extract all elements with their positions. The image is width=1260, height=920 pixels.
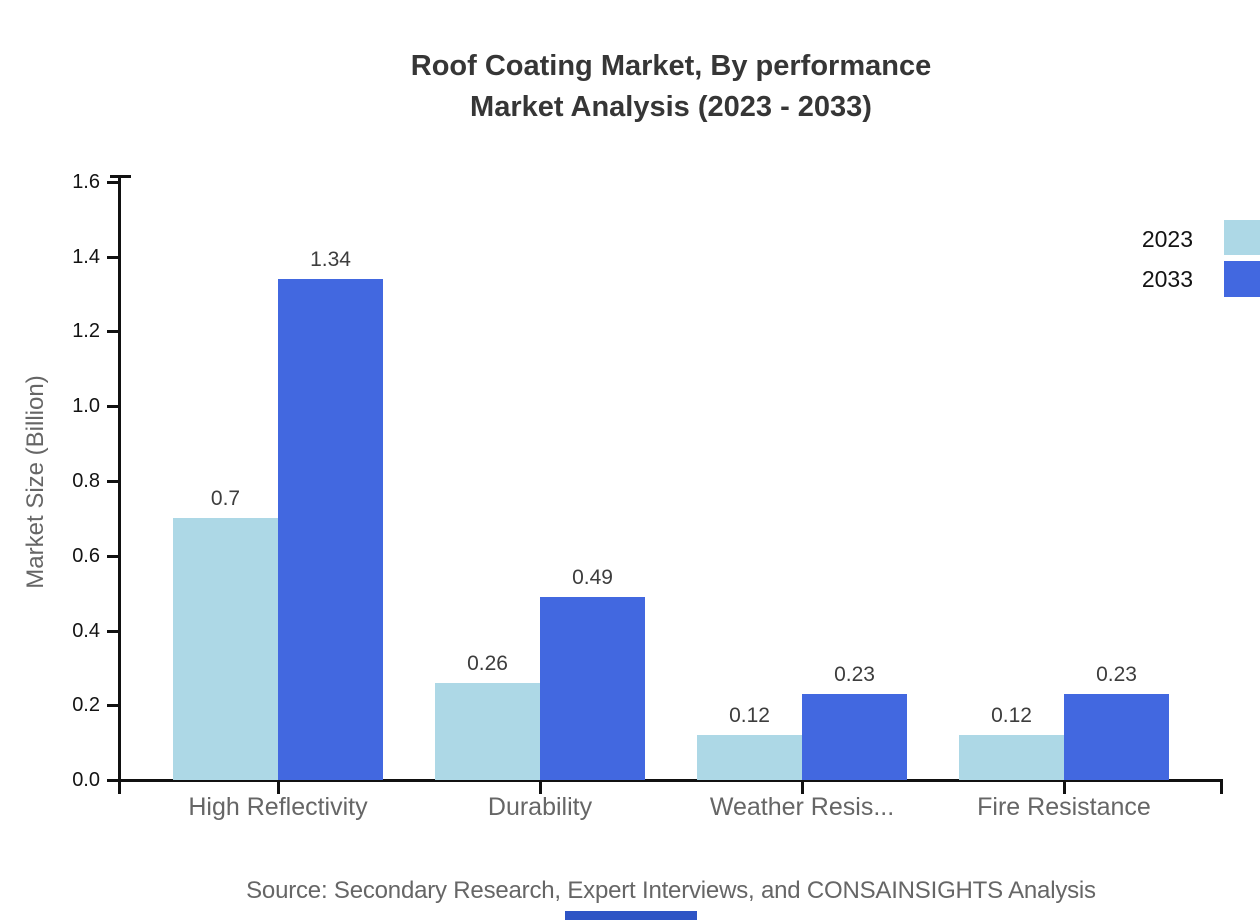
x-tick-mark bbox=[800, 780, 804, 794]
bottom-watermark-strip bbox=[565, 911, 697, 920]
y-tick-mark bbox=[107, 630, 119, 633]
bar-2033-high-reflectivity bbox=[278, 279, 383, 780]
value-label-2023-fire-resistance: 0.12 bbox=[991, 704, 1032, 727]
chart-title: Roof Coating Market, By performance Mark… bbox=[120, 46, 1222, 128]
category-label-fire-resistance: Fire Resistance bbox=[977, 793, 1151, 821]
value-label-2033-weather-resis: 0.23 bbox=[834, 663, 875, 686]
value-label-2033-fire-resistance: 0.23 bbox=[1096, 663, 1137, 686]
category-label-durability: Durability bbox=[487, 793, 593, 821]
value-label-2023-weather-resis: 0.12 bbox=[729, 704, 770, 727]
y-axis-top-cap bbox=[110, 175, 131, 178]
x-axis-end-tick bbox=[1220, 779, 1223, 794]
y-tick-mark bbox=[107, 256, 119, 259]
chart-title-line1: Roof Coating Market, By performance bbox=[410, 50, 932, 82]
category-label-weather-resis: Weather Resis... bbox=[709, 793, 895, 821]
legend-label-2023: 2023 bbox=[1141, 226, 1193, 252]
x-tick-mark bbox=[1062, 780, 1066, 794]
y-tick-label: 0.4 bbox=[72, 620, 100, 642]
value-label-2033-durability: 0.49 bbox=[572, 566, 613, 589]
x-axis-line bbox=[118, 779, 1223, 782]
source-text: Source: Secondary Research, Expert Inter… bbox=[246, 877, 1096, 904]
y-axis-line bbox=[118, 175, 121, 794]
value-label-2023-durability: 0.26 bbox=[467, 652, 508, 675]
y-tick-mark bbox=[107, 181, 119, 184]
y-tick-mark bbox=[107, 779, 119, 782]
y-tick-label: 0.2 bbox=[72, 694, 100, 716]
legend-swatch-2023 bbox=[1224, 220, 1260, 255]
chart-title-line2: Market Analysis (2023 - 2033) bbox=[470, 91, 872, 123]
bar-2023-weather-resis bbox=[697, 735, 802, 780]
y-tick-label: 1.6 bbox=[72, 171, 100, 193]
y-tick-label: 1.2 bbox=[72, 320, 100, 342]
category-label-high-reflectivity: High Reflectivity bbox=[188, 793, 368, 821]
y-tick-mark bbox=[107, 555, 119, 558]
value-label-2033-high-reflectivity: 1.34 bbox=[310, 248, 351, 271]
y-tick-label: 1.0 bbox=[72, 395, 100, 417]
bar-2023-high-reflectivity bbox=[173, 518, 278, 780]
bar-2023-durability bbox=[435, 683, 540, 780]
y-tick-label: 0.0 bbox=[72, 769, 100, 791]
y-tick-label: 1.4 bbox=[72, 246, 100, 268]
x-tick-mark bbox=[538, 780, 542, 794]
y-tick-mark bbox=[107, 480, 119, 483]
x-tick-mark bbox=[276, 780, 280, 794]
bar-2033-durability bbox=[540, 597, 645, 780]
y-tick-mark bbox=[107, 405, 119, 408]
y-tick-mark bbox=[107, 330, 119, 333]
bar-2023-fire-resistance bbox=[959, 735, 1064, 780]
value-label-2023-high-reflectivity: 0.7 bbox=[210, 487, 241, 510]
y-tick-label: 0.6 bbox=[72, 545, 100, 567]
y-tick-label: 0.8 bbox=[72, 470, 100, 492]
bar-2033-weather-resis bbox=[802, 694, 907, 780]
legend-swatch-2033 bbox=[1224, 261, 1260, 297]
bar-2033-fire-resistance bbox=[1064, 694, 1169, 780]
y-tick-mark bbox=[107, 704, 119, 707]
legend-label-2033: 2033 bbox=[1141, 266, 1193, 292]
